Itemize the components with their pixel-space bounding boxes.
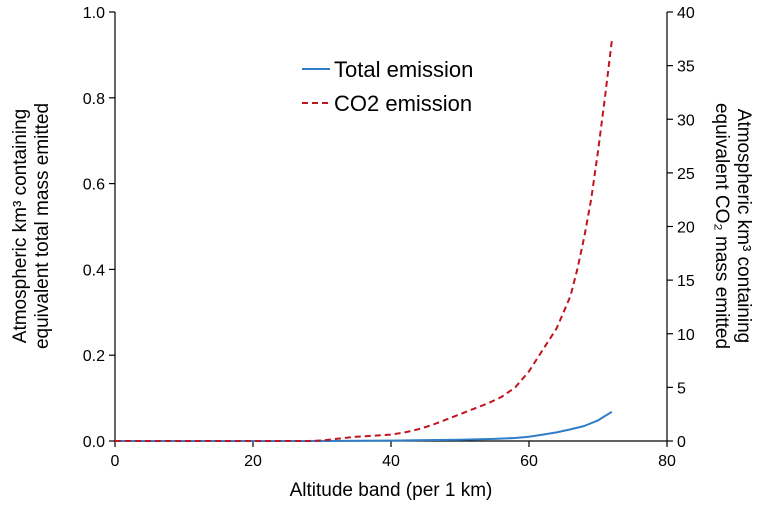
right-y-tick-label-6: 30 <box>677 112 695 129</box>
x-tick-label-0: 0 <box>111 453 120 470</box>
right-y-tick-label-0: 0 <box>677 434 686 451</box>
right-y-tick-label-4: 20 <box>677 220 695 237</box>
left-y-ticks: 0.0 0.2 0.4 0.6 0.8 1.0 <box>83 5 115 451</box>
right-y-tick-label-5: 25 <box>677 166 695 183</box>
x-tick-label-60: 60 <box>520 453 538 470</box>
x-tick-label-20: 20 <box>244 453 262 470</box>
right-y-tick-label-1: 5 <box>677 380 686 397</box>
x-tick-label-80: 80 <box>658 453 676 470</box>
series-group <box>115 40 613 442</box>
legend-label-total-emission: Total emission <box>334 57 473 82</box>
left-y-tick-label-5: 1.0 <box>83 5 105 22</box>
left-y-tick-label-1: 0.2 <box>83 348 105 365</box>
series-line-co2-emission <box>115 40 613 442</box>
left-y-tick-label-0: 0.0 <box>83 434 105 451</box>
legend: Total emission CO2 emission <box>302 57 473 116</box>
right-y-tick-label-7: 35 <box>677 59 695 76</box>
right-y-tick-label-2: 10 <box>677 327 695 344</box>
right-axis-title-line-2: equivalent CO₂ mass emitted <box>711 103 732 349</box>
left-y-tick-label-4: 0.8 <box>83 91 105 108</box>
right-axis-title-line-1: Atmospheric km³ containing <box>733 109 754 343</box>
right-y-ticks: 0 5 10 15 20 25 30 35 40 <box>667 5 695 451</box>
x-axis-title: Altitude band (per 1 km) <box>290 480 493 501</box>
series-line-total-emission <box>115 410 613 442</box>
left-y-tick-label-2: 0.4 <box>83 262 105 279</box>
x-tick-label-40: 40 <box>382 453 400 470</box>
right-axis-title: Atmospheric km³ containing equivalent CO… <box>711 103 754 349</box>
left-axis-title-line-1: Atmospheric km³ containing <box>10 109 31 343</box>
right-y-tick-label-3: 15 <box>677 273 695 290</box>
x-ticks: 0 20 40 60 80 <box>111 441 676 470</box>
left-axis-title: Atmospheric km³ containing equivalent to… <box>10 103 53 349</box>
left-axis-title-line-2: equivalent total mass emitted <box>32 103 53 349</box>
right-y-tick-label-8: 40 <box>677 5 695 22</box>
legend-label-co2-emission: CO2 emission <box>334 91 472 116</box>
left-y-tick-label-3: 0.6 <box>83 177 105 194</box>
